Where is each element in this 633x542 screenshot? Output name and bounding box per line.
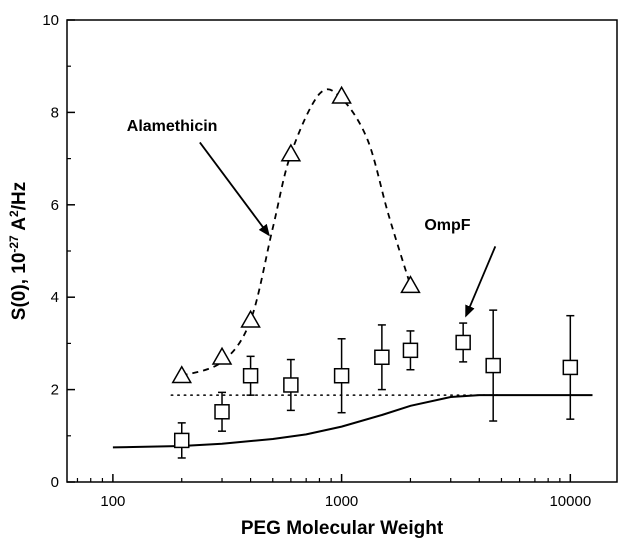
reference-lines <box>112 394 593 449</box>
alamethicin-dashed-trend <box>181 88 412 377</box>
alamethicin-triangle-point <box>331 85 352 104</box>
ompf-square-point <box>455 334 471 351</box>
y-tick-label: 6 <box>51 197 59 214</box>
ompf-square-point <box>333 367 350 384</box>
y-axis-title-exponent: -27 <box>7 235 21 253</box>
ompf-square-point <box>173 432 190 449</box>
ompf-square-point <box>214 404 230 420</box>
alamethicin-triangle-point <box>171 365 193 384</box>
annotations-layer: Alamethicin OmpF <box>127 118 497 318</box>
y-axis-title-main: S(0), 10 <box>9 253 30 321</box>
solid-fit-curve <box>112 394 593 449</box>
x-tick-label: 1000 <box>325 493 358 510</box>
x-axis-title: PEG Molecular Weight <box>241 518 444 539</box>
tick-layer: 0 2 4 6 8 10 100 1000 10000 <box>42 12 591 510</box>
annotation-arrow <box>199 141 270 237</box>
annotation-label: Alamethicin <box>127 118 218 135</box>
y-tick-label: 4 <box>51 289 59 306</box>
y-tick-label: 0 <box>51 474 59 491</box>
series-layer <box>171 85 579 459</box>
y-axis-title-unit-exponent: 2 <box>7 210 21 217</box>
alamethicin-triangle-point <box>211 346 233 365</box>
y-tick-label: 8 <box>51 104 59 121</box>
x-tick-label: 10000 <box>549 493 591 510</box>
y-axis-title-unit-a: A <box>9 217 30 236</box>
ompf-square-point <box>402 342 419 359</box>
alamethicin-triangle-point <box>400 275 421 294</box>
ompf-square-point <box>562 359 579 376</box>
annotation-label: OmpF <box>424 217 470 234</box>
x-tick-label: 100 <box>100 493 125 510</box>
ompf-square-point <box>374 349 390 366</box>
y-tick-label: 2 <box>51 382 59 399</box>
y-axis-title-unit-b: /Hz <box>9 182 30 211</box>
alamethicin-triangle-point <box>280 143 302 162</box>
ompf-square-point <box>283 377 299 393</box>
ompf-square-point <box>242 367 259 384</box>
y-axis-title: S(0), 10-27 A2/Hz <box>7 182 30 320</box>
y-tick-label: 10 <box>42 12 59 29</box>
alamethicin-triangle-point <box>240 309 261 328</box>
ompf-square-point <box>485 357 501 374</box>
annotation-arrow <box>465 246 497 318</box>
